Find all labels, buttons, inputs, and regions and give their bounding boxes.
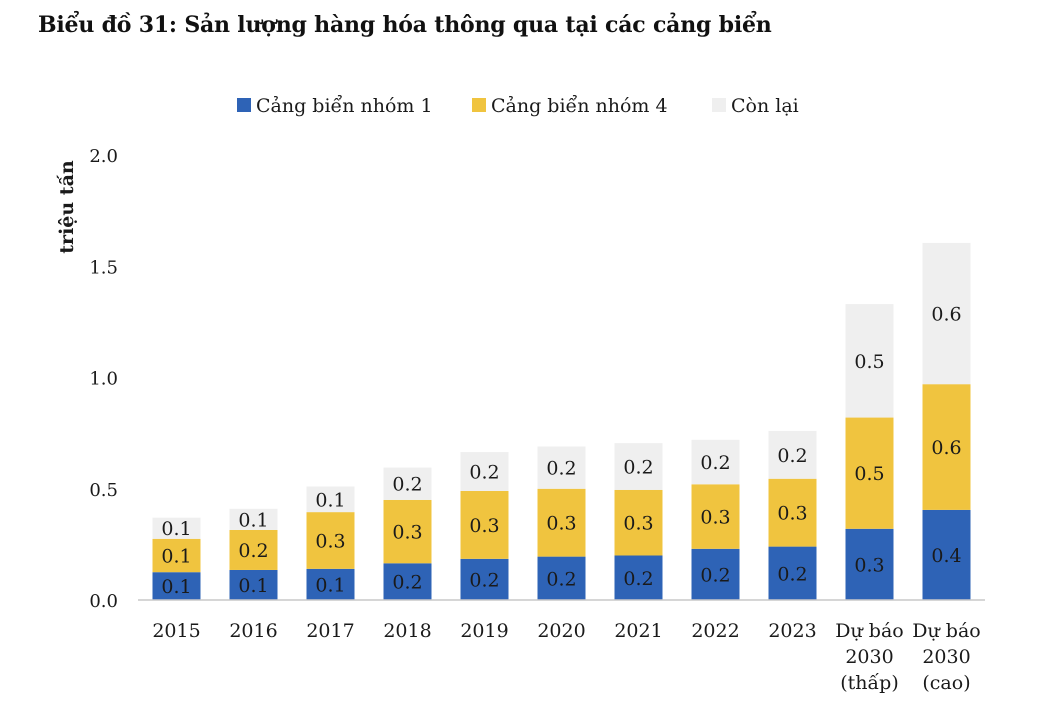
bar-segment-2 [845,417,894,529]
bar-segment-3 [614,443,663,490]
x-tick-label: Dự báo [912,620,980,642]
y-tick-label: 0.0 [89,591,118,612]
bar-segment-3 [845,304,894,418]
data-label: 0.1 [161,546,191,568]
y-tick-label: 0.5 [89,480,118,501]
data-label: 0.3 [854,554,884,576]
data-label: 0.3 [546,513,576,535]
data-label: 0.3 [700,507,730,529]
bar-segment-2 [537,488,586,557]
data-label: 0.2 [469,462,499,484]
y-tick-label: 2.0 [89,146,118,167]
legend-swatch-2 [472,98,486,112]
data-label: 0.4 [931,545,961,567]
bar-segment-2 [152,538,201,573]
x-tick-label: 2019 [460,620,508,642]
bar-segment-1 [383,563,432,600]
bar-segment-3 [922,242,971,385]
bar-segment-1 [614,555,663,600]
data-label: 0.2 [238,540,268,562]
data-label: 0.6 [931,437,961,459]
bars: 0.1 0.1 0.1 0.1 0.2 0.1 0.1 0.3 0.1 0.2 0.3 0.2 0.2 0… [152,242,971,600]
data-label: 0.1 [161,576,191,598]
bar-segment-3 [306,486,355,513]
data-label: 0.1 [238,509,268,531]
y-axis-title: triệu tấn [56,160,78,254]
y-axis: 0.0 0.5 1.0 1.5 2.0 triệu tấn [56,146,118,612]
data-label: 0.1 [238,575,268,597]
bar-segment-2 [768,478,817,547]
x-axis: 2015 2016 2017 2018 2019 2020 2021 2022 2023 Dự b… [138,599,985,694]
data-label: 0.2 [700,452,730,474]
bar-segment-3 [768,430,817,479]
data-label: 0.3 [315,530,345,552]
data-label: 0.3 [469,515,499,537]
x-tick-label: 2016 [229,620,277,642]
data-label: 0.2 [623,457,653,479]
x-tick-label: 2023 [768,620,816,642]
data-label: 0.1 [161,518,191,540]
data-label: 0.2 [469,569,499,591]
bar-segment-2 [691,484,740,549]
bar-segment-3 [229,508,278,530]
bar-segment-2 [383,499,432,564]
data-label: 0.3 [623,513,653,535]
x-tick-label: 2015 [152,620,200,642]
x-tick-label: (thấp) [840,672,899,694]
bar-segment-2 [922,384,971,510]
bar-segment-3 [537,446,586,489]
data-label: 0.2 [546,458,576,480]
data-label: 0.3 [392,522,422,544]
y-tick-label: 1.0 [89,369,118,390]
bar-segment-3 [460,452,509,491]
legend: Cảng biển nhóm 1 Cảng biển nhóm 4 Còn lại [237,95,799,117]
bar-segment-1 [845,528,894,600]
x-tick-label: 2018 [383,620,431,642]
bar-segment-1 [306,568,355,600]
data-label: 0.2 [623,568,653,590]
data-label: 0.2 [392,572,422,594]
x-tick-label: 2030 [922,646,970,668]
legend-label-3: Còn lại [731,95,799,117]
x-tick-label: 2022 [691,620,739,642]
data-label: 0.2 [777,563,807,585]
data-label: 0.5 [854,463,884,485]
bar-segment-1 [229,569,278,600]
data-label: 0.2 [546,568,576,590]
x-tick-label: 2017 [306,620,354,642]
data-label: 0.1 [315,489,345,511]
data-label: 0.6 [931,304,961,326]
bar-segment-3 [691,439,740,485]
y-tick-label: 1.5 [89,257,118,278]
bar-segment-1 [460,558,509,600]
data-label: 0.2 [777,445,807,467]
bar-segment-1 [768,546,817,600]
data-label: 0.5 [854,351,884,373]
bar-segment-2 [614,489,663,556]
bar-segment-1 [152,572,201,600]
x-tick-label: 2020 [537,620,585,642]
x-tick-label: (cao) [922,672,970,694]
data-label: 0.1 [315,574,345,596]
bar-segment-1 [922,509,971,600]
x-tick-label: 2021 [614,620,662,642]
legend-swatch-1 [237,98,251,112]
legend-label-2: Cảng biển nhóm 4 [491,95,668,117]
bar-segment-2 [229,529,278,570]
bar-segment-3 [383,467,432,500]
x-tick-label: 2030 [845,646,893,668]
legend-label-1: Cảng biển nhóm 1 [256,95,433,117]
bar-segment-2 [306,512,355,569]
data-label: 0.2 [700,564,730,586]
bar-segment-2 [460,490,509,559]
bar-segment-3 [152,517,201,539]
bar-segment-1 [537,556,586,600]
chart-title: Biểu đồ 31: Sản lượng hàng hóa thông qua… [38,12,772,38]
data-label: 0.3 [777,503,807,525]
bar-segment-1 [691,548,740,600]
data-label: 0.2 [392,474,422,496]
x-tick-label: Dự báo [835,620,903,642]
legend-swatch-3 [712,98,726,112]
